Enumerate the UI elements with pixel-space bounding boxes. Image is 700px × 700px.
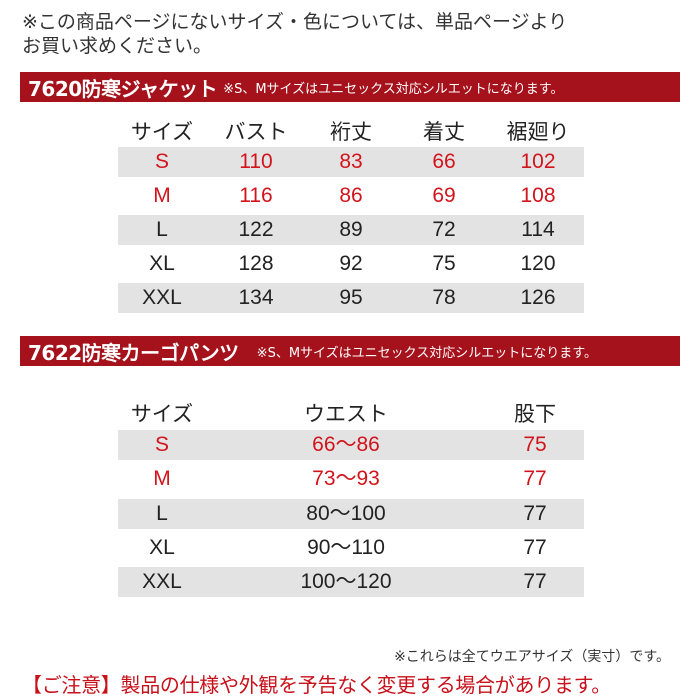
jacket-header-hem: 裾廻り bbox=[506, 120, 570, 144]
size-label: S bbox=[154, 150, 169, 173]
length-value: 75 bbox=[432, 252, 456, 275]
table-row: S 66～86 75 bbox=[118, 430, 584, 460]
jacket-header-length: 着丈 bbox=[423, 120, 465, 144]
waist-value: 66～86 bbox=[312, 433, 380, 456]
length-value: 69 bbox=[432, 184, 456, 207]
inseam-value: 75 bbox=[523, 433, 547, 456]
table-row: XXL 134 95 78 126 bbox=[118, 283, 584, 313]
hem-value: 120 bbox=[520, 252, 556, 275]
intro-line-2: お買い求めください。 bbox=[22, 35, 213, 57]
size-label: XL bbox=[149, 252, 175, 275]
bust-value: 110 bbox=[239, 150, 273, 173]
hem-value: 126 bbox=[520, 286, 556, 309]
inseam-value: 77 bbox=[523, 467, 547, 490]
hem-value: 114 bbox=[521, 218, 555, 241]
table-row: L 80～100 77 bbox=[118, 499, 584, 529]
sleeve-value: 89 bbox=[339, 218, 363, 241]
waist-value: 80～100 bbox=[306, 502, 386, 525]
bust-value: 128 bbox=[238, 252, 274, 275]
inseam-value: 77 bbox=[523, 502, 547, 525]
pants-name: 7622防寒カーゴパンツ bbox=[28, 340, 239, 365]
inseam-value: 77 bbox=[523, 570, 547, 593]
pants-header-inseam: 股下 bbox=[514, 402, 556, 426]
jacket-header-sleeve: 裄丈 bbox=[330, 120, 372, 144]
length-value: 78 bbox=[432, 286, 456, 309]
sleeve-value: 83 bbox=[339, 150, 363, 173]
intro-line-1: ※この商品ページにないサイズ・色については、単品ページより bbox=[22, 11, 568, 33]
size-label: S bbox=[154, 433, 169, 456]
caution-notice: 【ご注意】製品の仕様や外観を予告なく変更する場合があります。 bbox=[22, 673, 611, 697]
jacket-header-bust: バスト bbox=[224, 120, 288, 144]
bust-value: 116 bbox=[239, 184, 273, 207]
table-row: S 110 83 66 102 bbox=[118, 147, 584, 177]
size-label: L bbox=[156, 218, 168, 241]
waist-value: 100～120 bbox=[300, 570, 392, 593]
jacket-note: ※S、Mサイズはユニセックス対応シルエットになります。 bbox=[223, 81, 564, 97]
sleeve-value: 95 bbox=[339, 286, 363, 309]
hem-value: 102 bbox=[520, 150, 556, 173]
size-label: XL bbox=[149, 536, 175, 559]
table-row: XL 90～110 77 bbox=[118, 533, 584, 563]
measurement-footnote: ※これらは全てウエアサイズ（実寸）です。 bbox=[394, 649, 670, 665]
pants-header-waist: ウエスト bbox=[304, 402, 388, 426]
size-label: XXL bbox=[142, 286, 182, 309]
size-label: M bbox=[153, 184, 171, 207]
intro-text: ※この商品ページにないサイズ・色については、単品ページより お買い求めください。 bbox=[22, 10, 682, 58]
bust-value: 122 bbox=[238, 218, 274, 241]
length-value: 72 bbox=[432, 218, 456, 241]
table-row: M 116 86 69 108 bbox=[118, 181, 584, 211]
size-label: L bbox=[156, 502, 168, 525]
waist-value: 73～93 bbox=[312, 467, 380, 490]
table-row: XXL 100～120 77 bbox=[118, 567, 584, 597]
size-label: M bbox=[153, 467, 171, 490]
jacket-header-size: サイズ bbox=[130, 120, 194, 144]
waist-value: 90～110 bbox=[307, 536, 385, 559]
table-row: XL 128 92 75 120 bbox=[118, 249, 584, 279]
pants-note: ※S、Mサイズはユニセックス対応シルエットになります。 bbox=[256, 345, 597, 361]
inseam-value: 77 bbox=[523, 536, 547, 559]
table-row: L 122 89 72 114 bbox=[118, 215, 584, 245]
sleeve-value: 92 bbox=[339, 252, 363, 275]
hem-value: 108 bbox=[520, 184, 556, 207]
length-value: 66 bbox=[432, 150, 456, 173]
sleeve-value: 86 bbox=[339, 184, 363, 207]
jacket-title-band: 7620防寒ジャケット ※S、Mサイズはユニセックス対応シルエットになります。 bbox=[20, 72, 680, 102]
pants-title-band: 7622防寒カーゴパンツ ※S、Mサイズはユニセックス対応シルエットになります。 bbox=[20, 336, 680, 366]
pants-header-size: サイズ bbox=[130, 402, 194, 426]
size-label: XXL bbox=[142, 570, 182, 593]
table-row: M 73～93 77 bbox=[118, 464, 584, 494]
jacket-name: 7620防寒ジャケット bbox=[28, 76, 218, 101]
bust-value: 134 bbox=[238, 286, 274, 309]
